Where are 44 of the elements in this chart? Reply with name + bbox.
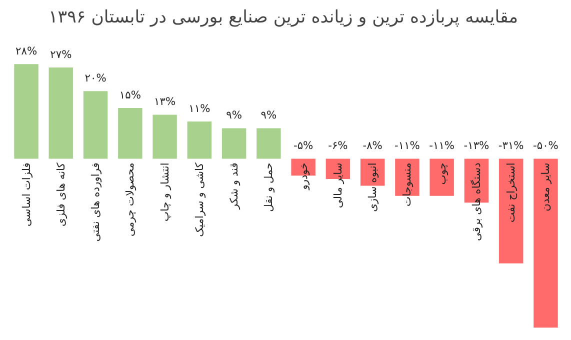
chart-title: مقایسه پربازده ترین و زیانده ترین صنایع بورسی در تابستان ۱۳۹۶ <box>48 8 518 28</box>
x-tick-label: سایر معدن <box>539 162 552 212</box>
data-label: -۵۰% <box>533 139 558 152</box>
data-label: ۱۱% <box>188 102 210 115</box>
bar <box>48 67 74 159</box>
bar <box>430 158 454 196</box>
x-tick-label: سایر مالی <box>331 162 344 208</box>
data-label: -۱۱% <box>429 139 455 152</box>
data-label: ۹% <box>260 108 277 122</box>
x-tick-label: منسوجات <box>400 162 414 206</box>
data-label: -۵% <box>293 139 314 152</box>
x-tick-label: دستگاه های برقی <box>470 162 483 242</box>
bar <box>83 91 108 159</box>
bar <box>118 108 142 159</box>
x-tick-label: انبوه سازی <box>366 162 380 212</box>
bar <box>498 158 524 264</box>
x-tick-label: فلزات اساسی <box>20 162 33 226</box>
x-tick-label: کاشی و سرامیک <box>192 162 206 237</box>
x-tick-label: محصولات چرمی <box>124 162 137 237</box>
x-tick-label: استخراج نفت <box>504 162 518 223</box>
bar <box>14 64 38 159</box>
bar <box>187 122 212 159</box>
bar <box>222 128 246 159</box>
x-tick-label: قند و شکر <box>228 162 241 210</box>
data-label: ۱۳% <box>154 95 176 108</box>
bar <box>152 114 177 159</box>
data-label: ۲۰% <box>84 72 106 85</box>
bar <box>256 128 281 159</box>
data-label: -۱۳% <box>464 139 490 152</box>
data-label: -۸% <box>362 139 382 152</box>
data-label: ۲۸% <box>15 44 38 58</box>
data-label: ۲۷% <box>50 48 72 61</box>
x-tick-label: فراورده های نفتی <box>89 162 102 242</box>
data-label: -۳۱% <box>498 139 524 152</box>
data-label: -۱۱% <box>394 139 420 152</box>
x-tick-label: خودرو <box>296 162 310 191</box>
data-label: ۹% <box>226 108 242 122</box>
x-tick-label: حمل و نقل <box>262 162 276 212</box>
x-tick-label: چوب <box>435 162 448 185</box>
x-tick-label: انتشار و چاپ <box>158 162 172 222</box>
data-label: -۶% <box>328 139 348 152</box>
x-tick-label: کانه های فلزی <box>54 162 68 226</box>
data-label: ۱۵% <box>119 88 141 102</box>
bar <box>534 158 558 328</box>
